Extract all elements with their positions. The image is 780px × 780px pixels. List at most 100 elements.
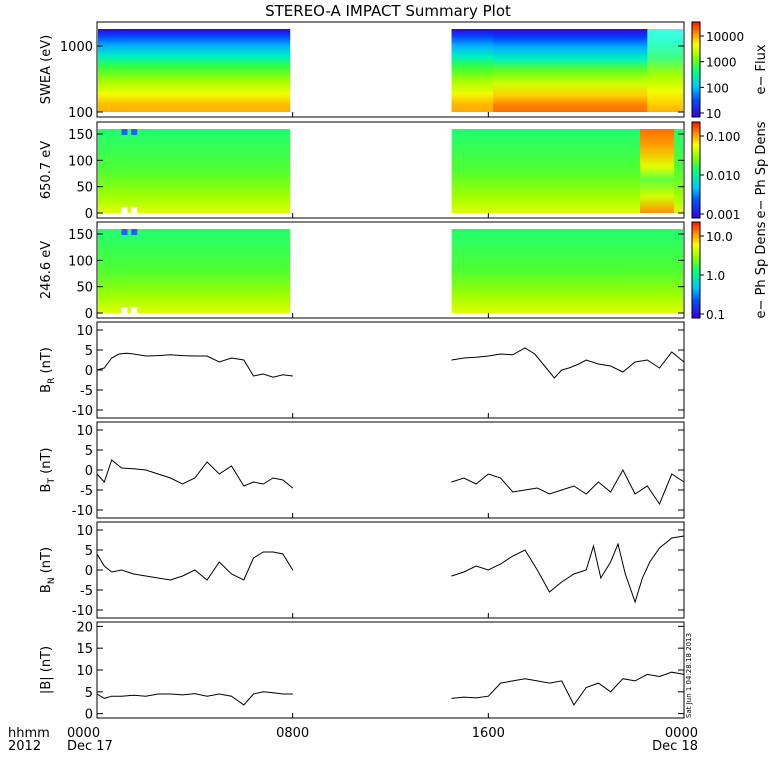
data-point bbox=[634, 601, 636, 603]
data-point bbox=[262, 551, 264, 553]
data-point bbox=[659, 503, 660, 505]
data-point bbox=[206, 461, 208, 463]
spectrogram-block-before-gap bbox=[98, 129, 291, 213]
data-point bbox=[534, 353, 536, 355]
data-point bbox=[634, 493, 636, 495]
data-point bbox=[634, 680, 636, 682]
panel-pad650: 150 100 50 0 650.7 eV 0.100 0.010 0.001 e− Ph Sp… bbox=[39, 121, 769, 222]
data-point bbox=[475, 697, 477, 699]
data-point bbox=[561, 489, 563, 491]
colorbar-label: e− Ph Sp Dens bbox=[754, 221, 769, 318]
data-point bbox=[253, 375, 254, 377]
data-point bbox=[111, 459, 113, 461]
y-axis-label: 650.7 eV bbox=[39, 141, 54, 199]
y-tick-label: 10 bbox=[76, 664, 93, 679]
y-tick-label: 150 bbox=[68, 128, 93, 143]
colorbar: 10000 1000 100 10 e− Flux bbox=[691, 21, 769, 121]
data-point bbox=[194, 355, 196, 357]
series-line-segment-2 bbox=[451, 347, 685, 379]
series-line-segment-1 bbox=[96, 352, 293, 378]
data-point bbox=[272, 692, 274, 694]
data-point bbox=[463, 571, 465, 573]
panel-frame bbox=[96, 521, 685, 619]
y-axis-label: 246.6 eV bbox=[39, 241, 54, 299]
data-point bbox=[634, 361, 636, 363]
y-tick-label: 0 bbox=[85, 207, 93, 222]
panel-br: 10 5 0 -5 -10 BR (nT) bbox=[39, 321, 685, 419]
data-point bbox=[282, 479, 284, 481]
panel-frame bbox=[96, 221, 685, 319]
data-point bbox=[121, 467, 122, 469]
data-point bbox=[524, 549, 526, 551]
data-point bbox=[103, 565, 105, 567]
y-tick-label: -10 bbox=[72, 604, 93, 619]
data-point bbox=[231, 695, 232, 697]
spectrogram-empty-cell bbox=[131, 307, 138, 313]
y-tick-label: -5 bbox=[80, 484, 93, 499]
generation-timestamp: Sat Jun 1 04:28:18 2013 bbox=[685, 633, 693, 718]
data-point bbox=[536, 680, 538, 682]
data-point bbox=[512, 680, 514, 682]
y-tick-label: 15 bbox=[76, 642, 93, 657]
spectrogram-blue-cell bbox=[131, 229, 138, 235]
colorbar-tick-label: 0.1 bbox=[706, 308, 725, 322]
data-point bbox=[646, 485, 648, 487]
y-tick-label: 150 bbox=[68, 228, 93, 243]
data-point bbox=[610, 691, 612, 693]
spectrogram-hot-block bbox=[639, 129, 675, 213]
colorbar-tick-label: 10 bbox=[706, 107, 721, 121]
data-point bbox=[262, 373, 264, 375]
y-axis-label: SWEA (eV) bbox=[39, 35, 54, 104]
data-point bbox=[500, 563, 501, 565]
x-tick-label: 0800 bbox=[276, 726, 309, 741]
data-point bbox=[121, 695, 122, 697]
data-point bbox=[463, 357, 465, 359]
spectrogram-block-early bbox=[451, 29, 494, 112]
data-point bbox=[194, 477, 196, 479]
data-point bbox=[610, 491, 612, 493]
data-point bbox=[145, 469, 147, 471]
data-point bbox=[451, 697, 453, 699]
data-point bbox=[133, 468, 135, 470]
data-point bbox=[524, 489, 526, 491]
data-point bbox=[683, 481, 685, 483]
data-point bbox=[243, 704, 245, 706]
colorbar-tick-label: 0.001 bbox=[706, 208, 740, 222]
data-point bbox=[292, 693, 294, 695]
data-point bbox=[253, 693, 254, 695]
y-tick-label: 10 bbox=[76, 324, 93, 339]
data-point bbox=[646, 673, 648, 675]
y-tick-label: 5 bbox=[85, 344, 93, 359]
data-point bbox=[194, 693, 196, 694]
data-point bbox=[243, 359, 245, 361]
spectrogram-block-before-gap bbox=[98, 29, 291, 112]
y-tick-label: 50 bbox=[76, 181, 93, 196]
data-point bbox=[671, 537, 673, 539]
data-point bbox=[553, 377, 555, 379]
data-point bbox=[536, 487, 538, 489]
data-point bbox=[573, 485, 575, 487]
colorbar: 0.100 0.010 0.001 e− Ph Sp Dens bbox=[691, 121, 769, 222]
data-point bbox=[659, 367, 660, 369]
colorbar-gradient bbox=[691, 221, 701, 319]
data-point bbox=[524, 347, 526, 349]
data-point bbox=[475, 356, 477, 358]
y-tick-label: 5 bbox=[85, 444, 93, 459]
data-point bbox=[182, 483, 184, 485]
data-point bbox=[622, 371, 624, 373]
data-point bbox=[292, 375, 294, 377]
data-point bbox=[125, 352, 127, 354]
data-point bbox=[659, 547, 660, 549]
data-point bbox=[194, 569, 196, 571]
panel-bt: 10 5 0 -5 -10 BT (nT) bbox=[39, 421, 685, 519]
x-row-label-year: 2012 bbox=[8, 739, 41, 754]
data-point bbox=[624, 573, 626, 575]
y-tick-label: 100 bbox=[68, 254, 93, 269]
data-point bbox=[169, 477, 171, 479]
data-point bbox=[500, 682, 501, 684]
panel-bmag: 20 15 10 5 0 |B| (nT) bbox=[39, 620, 685, 723]
data-point bbox=[182, 575, 184, 577]
plot-title: STEREO-A IMPACT Summary Plot bbox=[265, 2, 511, 20]
panel-frame bbox=[96, 21, 685, 118]
